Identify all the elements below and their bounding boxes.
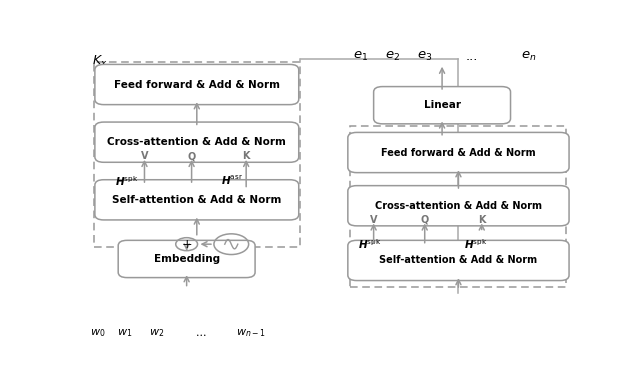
Text: $e_3$: $e_3$ xyxy=(417,50,433,63)
Text: $e_n$: $e_n$ xyxy=(521,50,536,63)
Text: V: V xyxy=(370,215,378,225)
Text: K: K xyxy=(478,215,486,225)
Bar xyxy=(350,126,566,287)
Bar xyxy=(94,62,300,247)
Text: $w_1$: $w_1$ xyxy=(117,327,132,339)
Text: Linear: Linear xyxy=(424,100,461,110)
Text: $w_0$: $w_0$ xyxy=(90,327,105,339)
FancyBboxPatch shape xyxy=(374,86,511,124)
FancyBboxPatch shape xyxy=(348,185,569,226)
Text: ...: ... xyxy=(196,328,207,338)
FancyBboxPatch shape xyxy=(95,180,299,220)
Text: V: V xyxy=(141,151,148,161)
Text: Self-attention & Add & Norm: Self-attention & Add & Norm xyxy=(112,195,282,205)
Text: $w_2$: $w_2$ xyxy=(149,327,164,339)
FancyBboxPatch shape xyxy=(118,240,255,278)
Text: $K_x$: $K_x$ xyxy=(92,53,108,69)
Text: $e_1$: $e_1$ xyxy=(353,50,368,63)
Text: $\boldsymbol{H}^{\mathrm{asr}}$: $\boldsymbol{H}^{\mathrm{asr}}$ xyxy=(221,174,243,187)
Text: Cross-attention & Add & Norm: Cross-attention & Add & Norm xyxy=(375,201,542,211)
FancyBboxPatch shape xyxy=(95,122,299,162)
Text: ...: ... xyxy=(466,50,478,63)
Text: $e_2$: $e_2$ xyxy=(385,50,400,63)
Text: Q: Q xyxy=(420,215,429,225)
Text: Feed forward & Add & Norm: Feed forward & Add & Norm xyxy=(114,79,280,89)
Text: +: + xyxy=(181,238,192,251)
Text: $\boldsymbol{H}^{\mathrm{spk}}$: $\boldsymbol{H}^{\mathrm{spk}}$ xyxy=(465,237,488,251)
FancyBboxPatch shape xyxy=(348,240,569,281)
Text: $w_{n-1}$: $w_{n-1}$ xyxy=(236,327,266,339)
FancyBboxPatch shape xyxy=(95,65,299,104)
Text: Q: Q xyxy=(188,151,196,161)
Text: $(D-K)_x$: $(D-K)_x$ xyxy=(504,202,549,215)
Text: $\boldsymbol{H}^{\mathrm{spk}}$: $\boldsymbol{H}^{\mathrm{spk}}$ xyxy=(115,174,138,187)
Text: $\boldsymbol{H}^{\mathrm{spk}}$: $\boldsymbol{H}^{\mathrm{spk}}$ xyxy=(358,237,381,251)
Text: K: K xyxy=(243,151,250,161)
Text: Feed forward & Add & Norm: Feed forward & Add & Norm xyxy=(381,147,536,157)
Text: Embedding: Embedding xyxy=(154,254,220,264)
Text: Cross-attention & Add & Norm: Cross-attention & Add & Norm xyxy=(108,137,286,147)
FancyBboxPatch shape xyxy=(348,132,569,173)
Text: Self-attention & Add & Norm: Self-attention & Add & Norm xyxy=(380,255,538,265)
